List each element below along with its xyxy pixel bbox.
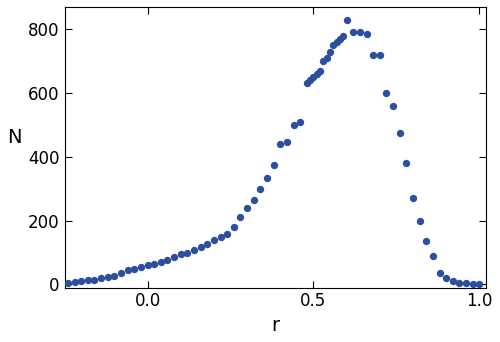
Point xyxy=(203,241,211,246)
Point xyxy=(416,218,424,223)
Point xyxy=(449,278,457,284)
Point xyxy=(322,55,330,61)
Point xyxy=(190,247,198,253)
Point xyxy=(256,186,264,192)
Point xyxy=(312,71,320,77)
Point xyxy=(263,175,271,180)
Point xyxy=(310,74,318,80)
Point xyxy=(196,244,204,250)
Point xyxy=(456,280,464,285)
Point xyxy=(316,68,324,74)
Point xyxy=(270,162,278,168)
Point xyxy=(382,90,390,96)
Point xyxy=(223,231,231,237)
Point xyxy=(320,58,328,64)
Point xyxy=(230,224,238,230)
Point xyxy=(236,215,244,220)
Point xyxy=(369,52,377,57)
Point xyxy=(336,36,344,42)
Point xyxy=(376,52,384,57)
Point xyxy=(110,273,118,278)
Point xyxy=(130,266,138,271)
Point xyxy=(296,119,304,124)
Point xyxy=(276,141,284,147)
Point xyxy=(77,278,85,284)
Point xyxy=(306,78,314,83)
Point xyxy=(290,122,298,128)
Point xyxy=(436,271,444,276)
Point xyxy=(362,31,370,37)
Point xyxy=(342,17,350,23)
Point xyxy=(283,139,291,144)
Point xyxy=(462,281,470,286)
Point xyxy=(164,257,172,262)
Point xyxy=(176,251,184,257)
Point xyxy=(250,197,258,203)
Point xyxy=(124,267,132,273)
Point xyxy=(243,205,251,211)
Point xyxy=(349,30,357,35)
Point xyxy=(170,254,178,260)
Point xyxy=(144,263,152,268)
Point xyxy=(137,264,145,269)
Point xyxy=(64,280,72,286)
Y-axis label: N: N xyxy=(7,128,22,147)
Point xyxy=(468,281,476,287)
Point xyxy=(84,277,92,282)
Point xyxy=(340,33,347,38)
Point xyxy=(97,275,105,281)
Point xyxy=(303,81,311,86)
Point xyxy=(70,279,78,285)
Point xyxy=(476,282,484,287)
Point xyxy=(422,239,430,244)
Point xyxy=(402,160,410,166)
Point xyxy=(330,42,338,48)
Point xyxy=(157,259,165,265)
Point xyxy=(396,130,404,136)
Point xyxy=(389,103,397,108)
Point xyxy=(104,275,112,280)
Point xyxy=(210,238,218,243)
Point xyxy=(117,271,125,276)
Point xyxy=(150,261,158,266)
Point xyxy=(90,277,98,282)
Point xyxy=(356,30,364,35)
Point xyxy=(409,196,417,201)
Point xyxy=(216,235,224,240)
Point xyxy=(326,49,334,54)
X-axis label: r: r xyxy=(271,316,280,335)
Point xyxy=(332,39,340,45)
Point xyxy=(442,275,450,281)
Point xyxy=(429,253,437,259)
Point xyxy=(184,250,192,255)
